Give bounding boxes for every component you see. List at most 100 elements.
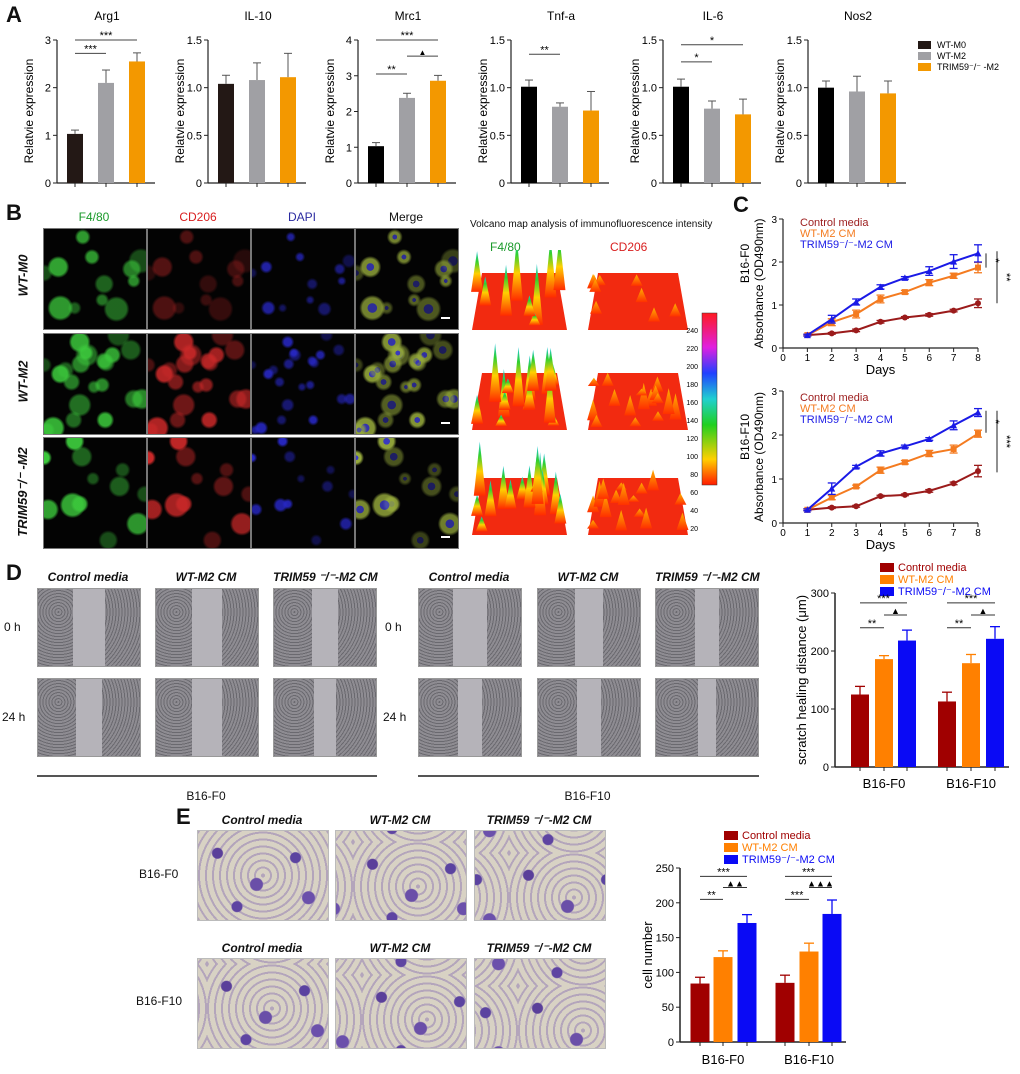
row-label-b16-f0: B16-F0 <box>139 867 179 881</box>
bar-0 <box>690 983 710 1042</box>
significance-label: * <box>710 35 715 47</box>
data-point <box>877 295 884 302</box>
scratch-image-0h <box>273 588 377 667</box>
y-tick-label: 0.5 <box>490 130 505 142</box>
data-point <box>901 459 908 466</box>
x-category-label: B16-F10 <box>946 776 996 791</box>
panel-label-c: C <box>733 192 749 217</box>
y-tick-label: 2 <box>346 107 352 119</box>
volcano-peak <box>531 445 544 504</box>
volcano-peak <box>651 376 664 392</box>
data-point <box>975 468 981 475</box>
volcano-peak <box>587 519 600 529</box>
legend-swatch <box>724 843 738 852</box>
y-axis-label: Relatvie expression <box>476 59 490 164</box>
significance-label: ** <box>387 64 396 76</box>
significance-label: *** <box>401 30 415 42</box>
y-axis-label: Absorbance (OD490nm) <box>752 392 766 522</box>
y-axis-label: Relatvie expression <box>773 59 787 164</box>
volcano-peak <box>473 441 486 496</box>
row-label-b16-f10: B16-F10 <box>136 994 183 1008</box>
colorbar-tick-label: 160 <box>686 400 698 407</box>
volcano-peak <box>630 274 643 286</box>
y-tick-label: 0 <box>196 178 202 190</box>
scratch-gap <box>311 589 339 666</box>
transwell-image <box>197 830 329 921</box>
y-tick-label: 0 <box>45 178 51 190</box>
volcano-maps: 240 220 200 180 160 140 120 100 80 60 40 20 <box>471 250 718 535</box>
legend-label: WT-M2 CM <box>898 574 954 586</box>
series-line <box>807 302 979 337</box>
column-label: WT-M2 CM <box>557 570 619 584</box>
y-tick-label: 100 <box>811 704 829 716</box>
data-point <box>853 483 860 490</box>
bar-0 <box>521 86 537 183</box>
volcano-peak <box>512 346 525 407</box>
colorbar-tick-label: 20 <box>690 526 698 533</box>
volcano-peak <box>635 482 648 494</box>
significance-label: * <box>989 420 1001 425</box>
volcano-peak <box>599 493 612 518</box>
volcano-peak <box>479 276 492 306</box>
chart-title: Nos2 <box>844 9 872 23</box>
data-point <box>828 494 835 501</box>
legend-label: WT-M2 CM <box>800 228 856 240</box>
colorbar-tick-label: 80 <box>690 472 698 479</box>
significance-label: ** <box>955 618 964 630</box>
data-point <box>950 258 958 265</box>
chart-title: Arg1 <box>94 9 120 23</box>
series-line <box>806 432 979 511</box>
volcano-peak <box>500 264 513 316</box>
legend-swatch <box>880 563 894 572</box>
data-point <box>975 300 981 307</box>
data-point <box>901 289 908 296</box>
chart-title: Tnf-a <box>547 9 575 23</box>
legend-item-a: TRIM59⁻/⁻ -M2 <box>918 62 999 72</box>
legend-label: TRIM59⁻/⁻ -M2 <box>937 62 999 72</box>
colorbar-tick-label: 200 <box>686 364 698 371</box>
volcano-peak <box>498 391 511 410</box>
bar-2 <box>430 80 446 183</box>
legend-swatch <box>724 855 738 864</box>
bar-chart-a-arg1: Arg1 Relatvie expression 0 1 2 3 ****** <box>22 9 155 190</box>
data-point <box>950 421 958 429</box>
bar-1 <box>249 80 265 183</box>
y-tick-label: 300 <box>811 588 829 600</box>
transwell-image <box>197 958 329 1049</box>
data-point <box>853 311 860 318</box>
legend-label: WT-M2 <box>937 51 966 61</box>
legend-label: TRIM59⁻/⁻-M2 CM <box>800 239 893 251</box>
line-chart-c-f0: 0 1 2 3 0 1 2 3 4 5 6 7 8 Days Absorbance (OD490nm)B16… <box>738 215 1012 377</box>
series-1 <box>803 429 982 513</box>
x-category-label: B16-F0 <box>702 1052 745 1067</box>
x-tick-label: 4 <box>878 353 884 364</box>
data-point <box>950 480 957 487</box>
series-line <box>806 252 979 336</box>
bar-2 <box>737 922 757 1042</box>
legend-swatch <box>918 52 931 60</box>
volcano-peak <box>475 516 488 532</box>
legend-label: Control media <box>800 392 869 404</box>
channel-label-f480: F4/80 <box>78 210 110 224</box>
y-tick-label: 0 <box>651 178 657 190</box>
volcano-peak <box>589 279 602 292</box>
micrograph-merge <box>355 333 459 435</box>
y-tick-label: 1.0 <box>187 83 202 95</box>
significance-label: ** <box>707 889 716 901</box>
micrograph-f480 <box>43 333 147 435</box>
y-tick-label: 0 <box>346 178 352 190</box>
legend-swatch <box>724 831 738 840</box>
significance-label: *** <box>802 866 816 878</box>
y-tick-label: 200 <box>656 898 674 910</box>
scratch-image-0h <box>155 588 259 667</box>
column-label: Control media <box>221 813 303 827</box>
y-tick-label: 1.5 <box>642 35 657 47</box>
y-tick-label: 1.0 <box>490 83 505 95</box>
colorbar-tick-label: 240 <box>686 328 698 335</box>
bar-0 <box>851 694 869 767</box>
scratch-gap <box>191 679 223 756</box>
y-tick-label: 0 <box>823 762 829 774</box>
volcano-peak <box>553 250 566 291</box>
scratch-image-0h <box>37 588 141 667</box>
